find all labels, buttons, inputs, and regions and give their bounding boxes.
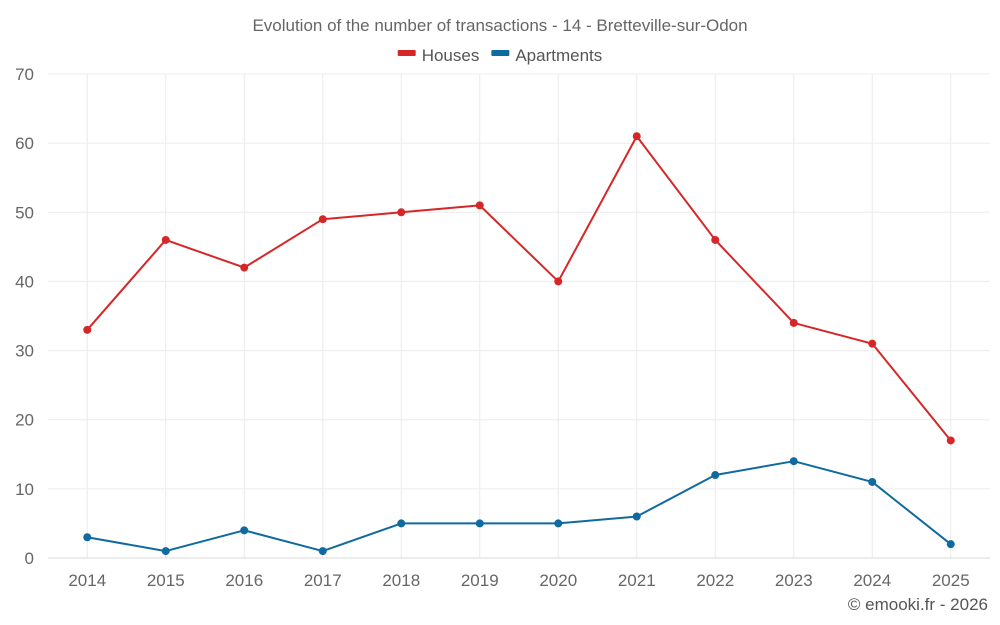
x-tick-label: 2020 (539, 571, 577, 590)
y-tick-label: 10 (15, 480, 34, 499)
data-point-apartments[interactable] (789, 457, 798, 466)
data-point-apartments[interactable] (240, 526, 249, 535)
x-tick-label: 2021 (618, 571, 656, 590)
legend-item-apartments[interactable]: Apartments (491, 46, 602, 65)
credit-text: © emooki.fr - 2026 (848, 595, 988, 614)
legend-item-houses[interactable]: Houses (397, 46, 480, 65)
y-tick-label: 70 (15, 65, 34, 84)
series-line-apartments (87, 460, 952, 553)
data-point-houses[interactable] (868, 339, 877, 348)
y-tick-label: 30 (15, 342, 34, 361)
data-point-apartments[interactable] (554, 519, 563, 528)
data-point-houses[interactable] (397, 208, 406, 217)
legend-swatch (491, 50, 510, 56)
gridlines (48, 73, 990, 558)
data-point-houses[interactable] (946, 436, 955, 445)
data-point-houses[interactable] (789, 318, 798, 327)
data-point-apartments[interactable] (868, 477, 877, 486)
data-point-apartments[interactable] (397, 519, 406, 528)
x-tick-label: 2023 (775, 571, 813, 590)
data-point-houses[interactable] (632, 132, 641, 141)
data-point-houses[interactable] (554, 277, 563, 286)
data-point-apartments[interactable] (161, 547, 170, 556)
data-point-houses[interactable] (318, 215, 327, 224)
y-tick-label: 50 (15, 203, 34, 222)
x-tick-label: 2017 (304, 571, 342, 590)
x-tick-label: 2018 (382, 571, 420, 590)
data-point-apartments[interactable] (83, 533, 92, 542)
legend-swatch (397, 50, 416, 56)
data-point-apartments[interactable] (475, 519, 484, 528)
data-point-apartments[interactable] (632, 512, 641, 521)
series-line-houses (86, 135, 952, 442)
data-point-apartments[interactable] (711, 471, 720, 480)
data-point-houses[interactable] (711, 235, 720, 244)
x-tick-label: 2015 (147, 571, 185, 590)
y-tick-label: 60 (15, 134, 34, 153)
y-tick-label: 40 (15, 272, 34, 291)
data-point-houses[interactable] (83, 325, 92, 334)
series-apartments (83, 457, 955, 556)
data-point-houses[interactable] (240, 263, 249, 272)
x-tick-label: 2014 (68, 571, 106, 590)
data-point-houses[interactable] (475, 201, 484, 210)
x-tick-label: 2025 (932, 571, 970, 590)
x-tick-label: 2016 (225, 571, 263, 590)
series-houses (83, 132, 955, 445)
x-tick-label: 2019 (461, 571, 499, 590)
data-point-houses[interactable] (161, 235, 170, 244)
y-tick-label: 0 (25, 549, 34, 568)
data-point-apartments[interactable] (946, 540, 955, 549)
chart-title: Evolution of the number of transactions … (252, 16, 747, 35)
legend: Houses Apartments (397, 46, 602, 65)
data-point-apartments[interactable] (318, 547, 327, 556)
series (83, 132, 955, 556)
x-tick-label: 2022 (696, 571, 734, 590)
legend-label: Houses (422, 46, 480, 65)
axes: 0 10 20 30 40 50 60 70 2014 2015 2016 2017 2018 2019 2… (15, 65, 990, 590)
x-tick-label: 2024 (853, 571, 891, 590)
legend-label: Apartments (515, 46, 602, 65)
y-tick-label: 20 (15, 411, 34, 430)
